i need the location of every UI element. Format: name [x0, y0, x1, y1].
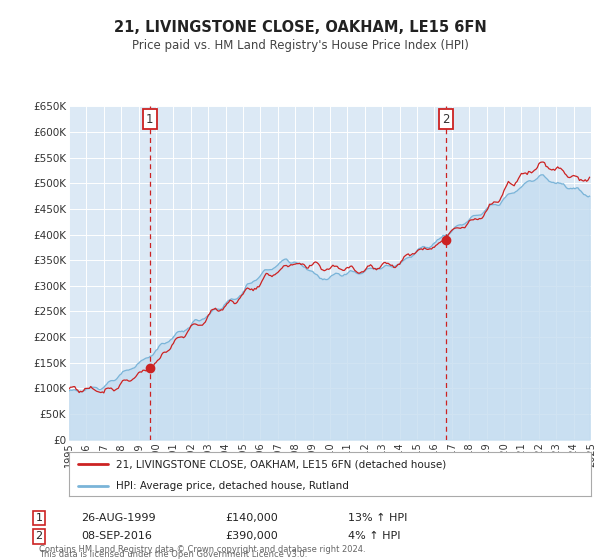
Text: Contains HM Land Registry data © Crown copyright and database right 2024.: Contains HM Land Registry data © Crown c… [39, 545, 365, 554]
Text: 4% ↑ HPI: 4% ↑ HPI [348, 531, 401, 542]
Text: 21, LIVINGSTONE CLOSE, OAKHAM, LE15 6FN: 21, LIVINGSTONE CLOSE, OAKHAM, LE15 6FN [113, 20, 487, 35]
Text: HPI: Average price, detached house, Rutland: HPI: Average price, detached house, Rutl… [116, 481, 349, 491]
Text: 2: 2 [35, 531, 43, 542]
Text: 26-AUG-1999: 26-AUG-1999 [81, 513, 155, 523]
Text: 1: 1 [146, 113, 154, 125]
Text: 08-SEP-2016: 08-SEP-2016 [81, 531, 152, 542]
Text: £390,000: £390,000 [225, 531, 278, 542]
Text: Price paid vs. HM Land Registry's House Price Index (HPI): Price paid vs. HM Land Registry's House … [131, 39, 469, 52]
Text: This data is licensed under the Open Government Licence v3.0.: This data is licensed under the Open Gov… [39, 550, 307, 559]
Text: 21, LIVINGSTONE CLOSE, OAKHAM, LE15 6FN (detached house): 21, LIVINGSTONE CLOSE, OAKHAM, LE15 6FN … [116, 459, 446, 469]
Text: 2: 2 [443, 113, 450, 125]
Text: 1: 1 [35, 513, 43, 523]
Text: 13% ↑ HPI: 13% ↑ HPI [348, 513, 407, 523]
Text: £140,000: £140,000 [225, 513, 278, 523]
